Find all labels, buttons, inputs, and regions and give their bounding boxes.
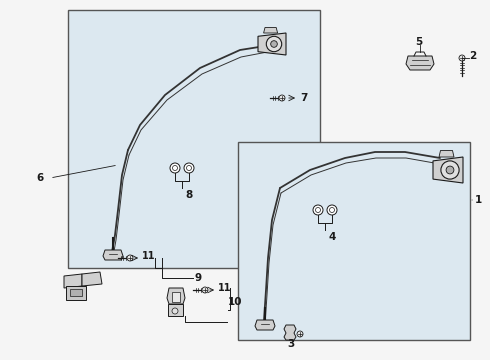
Text: 9: 9 xyxy=(194,273,201,283)
Polygon shape xyxy=(406,56,434,70)
Polygon shape xyxy=(255,320,275,330)
Polygon shape xyxy=(439,150,454,157)
Circle shape xyxy=(459,55,465,61)
Polygon shape xyxy=(66,286,86,300)
Circle shape xyxy=(316,207,320,212)
Text: 5: 5 xyxy=(416,37,422,47)
Bar xyxy=(70,289,82,296)
Polygon shape xyxy=(264,27,278,33)
Text: 11: 11 xyxy=(218,283,231,293)
Circle shape xyxy=(270,41,277,47)
Circle shape xyxy=(329,207,335,212)
Polygon shape xyxy=(258,33,286,55)
Circle shape xyxy=(313,205,323,215)
Circle shape xyxy=(172,166,177,171)
Polygon shape xyxy=(433,157,463,183)
Circle shape xyxy=(279,95,285,101)
Bar xyxy=(172,292,180,302)
Polygon shape xyxy=(103,250,123,260)
Circle shape xyxy=(172,308,178,314)
Text: 11: 11 xyxy=(142,251,155,261)
Circle shape xyxy=(446,166,454,174)
Polygon shape xyxy=(168,304,183,316)
Circle shape xyxy=(297,331,303,337)
Polygon shape xyxy=(167,288,185,304)
Circle shape xyxy=(202,287,208,293)
Polygon shape xyxy=(82,272,102,286)
Circle shape xyxy=(184,163,194,173)
Circle shape xyxy=(441,161,459,179)
Circle shape xyxy=(327,205,337,215)
Text: 1: 1 xyxy=(474,195,482,205)
Polygon shape xyxy=(284,325,296,340)
Circle shape xyxy=(127,255,133,261)
Polygon shape xyxy=(64,274,82,288)
Circle shape xyxy=(266,36,282,52)
Bar xyxy=(238,142,470,340)
Text: 10: 10 xyxy=(228,297,243,307)
Text: 2: 2 xyxy=(469,51,476,61)
Circle shape xyxy=(170,163,180,173)
Text: 4: 4 xyxy=(328,232,336,242)
Bar xyxy=(68,10,320,268)
Circle shape xyxy=(187,166,192,171)
Text: 6: 6 xyxy=(36,173,44,183)
Text: 3: 3 xyxy=(287,339,294,349)
Text: 8: 8 xyxy=(185,190,193,200)
Text: 7: 7 xyxy=(300,93,307,103)
